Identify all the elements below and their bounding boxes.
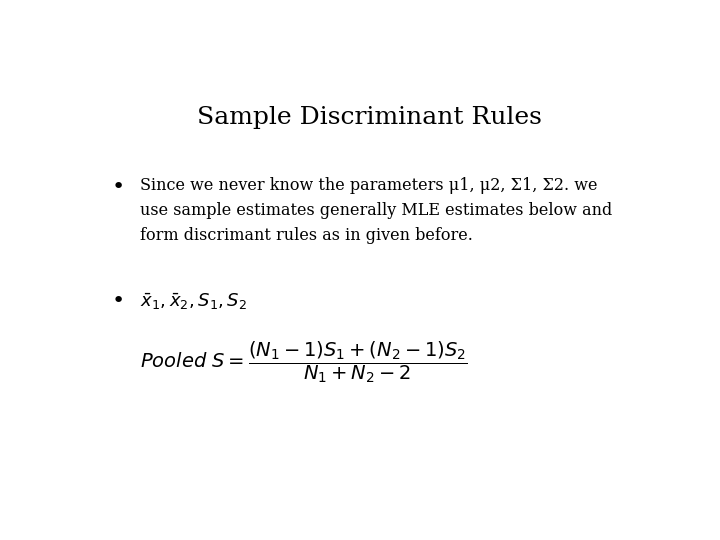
Text: Sample Discriminant Rules: Sample Discriminant Rules: [197, 106, 541, 130]
Text: •: •: [112, 177, 125, 197]
Text: $\mathit{Pooled}\ S = \dfrac{(N_1-1)S_1+(N_2-1)S_2}{N_1+N_2-2}$: $\mathit{Pooled}\ S = \dfrac{(N_1-1)S_1+…: [140, 339, 468, 385]
Text: •: •: [112, 292, 125, 312]
Text: $\bar{x}_1, \bar{x}_2, S_1, S_2$: $\bar{x}_1, \bar{x}_2, S_1, S_2$: [140, 292, 247, 312]
Text: Since we never know the parameters μ1, μ2, Σ1, Σ2. we
use sample estimates gener: Since we never know the parameters μ1, μ…: [140, 177, 613, 244]
